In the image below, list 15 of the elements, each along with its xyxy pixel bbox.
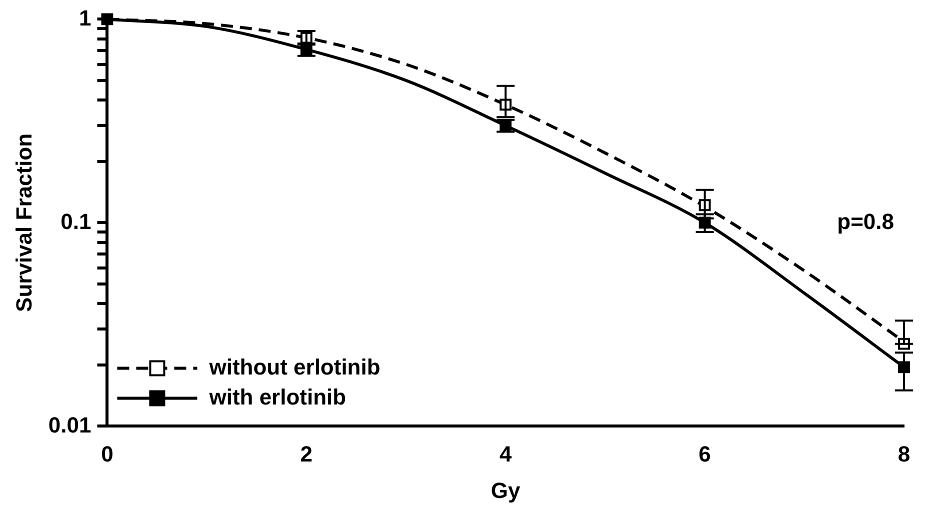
point (101, 13, 114, 26)
legend-label: without erlotinib (208, 354, 380, 380)
point (296, 42, 316, 57)
y-tick-label: 1 (78, 5, 92, 30)
annotation: p=0.8 (837, 208, 894, 234)
x-tick-label: 0 (101, 441, 114, 466)
x-tick-label: 2 (300, 441, 313, 466)
x-tick-label: 6 (698, 441, 711, 466)
y-tick-label: 0.1 (60, 208, 92, 234)
legend-label: with erlotinib (208, 384, 346, 410)
x-axis-title: Gy (490, 478, 522, 503)
y-tick-label: 0.01 (48, 412, 92, 438)
x-tick-label: 8 (898, 441, 910, 466)
y-axis-title: Survival Fraction (11, 133, 36, 312)
x-tick-label: 4 (499, 441, 512, 466)
